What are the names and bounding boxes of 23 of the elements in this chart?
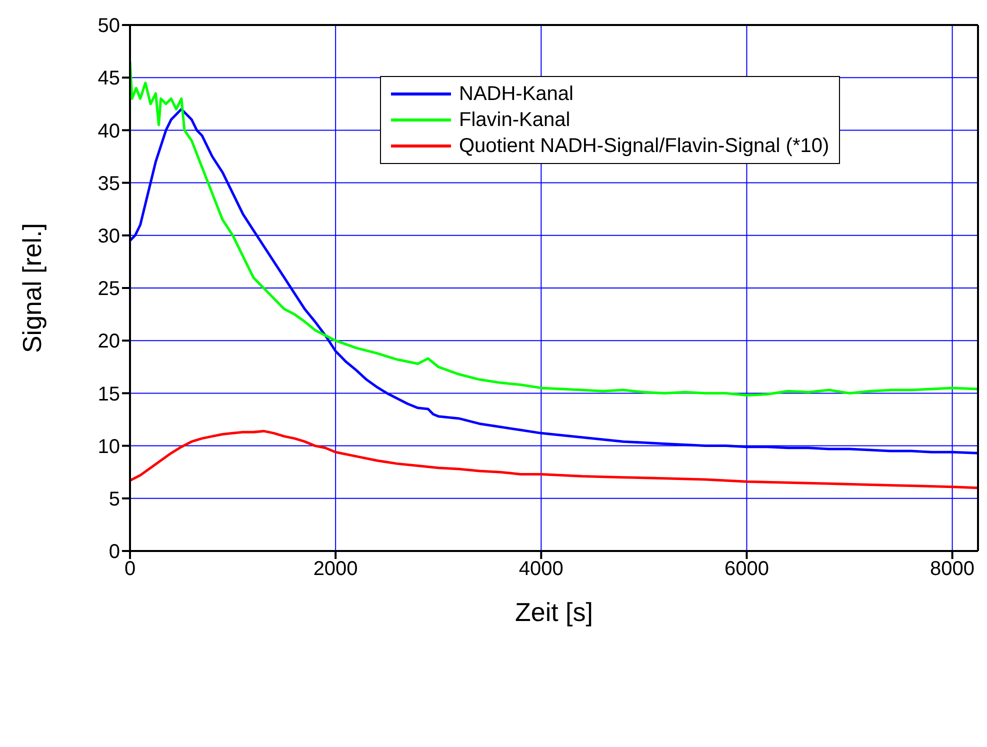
x-tick-label: 4000 bbox=[518, 558, 564, 580]
line-series bbox=[130, 60, 978, 397]
legend-label: NADH-Kanal bbox=[459, 82, 574, 107]
legend-label: Quotient NADH-Signal/Flavin-Signal (*10) bbox=[459, 134, 830, 159]
y-tick-label: 40 bbox=[98, 120, 120, 142]
x-tick-label: 6000 bbox=[724, 558, 769, 580]
y-axis-title: Signal [rel.] bbox=[17, 222, 48, 354]
y-tick-label: 30 bbox=[98, 226, 120, 248]
x-tick-label: 0 bbox=[124, 558, 136, 580]
y-tick-label: 15 bbox=[98, 383, 120, 406]
y-tick-label: 45 bbox=[98, 68, 120, 90]
y-tick-label: 35 bbox=[98, 172, 120, 195]
y-tick-label: 50 bbox=[98, 15, 120, 38]
x-axis-title: Zeit [s] bbox=[514, 597, 594, 627]
y-tick-label: 5 bbox=[108, 488, 120, 510]
x-tick-label: 2000 bbox=[313, 558, 358, 580]
legend-label: Flavin-Kanal bbox=[459, 108, 570, 133]
line-series bbox=[130, 430, 978, 490]
y-tick-label: 20 bbox=[98, 330, 120, 353]
x-tick-label: 8000 bbox=[930, 558, 975, 580]
y-tick-label: 25 bbox=[98, 278, 120, 300]
y-tick-label: 10 bbox=[98, 436, 120, 458]
y-tick-label: 0 bbox=[108, 541, 120, 564]
